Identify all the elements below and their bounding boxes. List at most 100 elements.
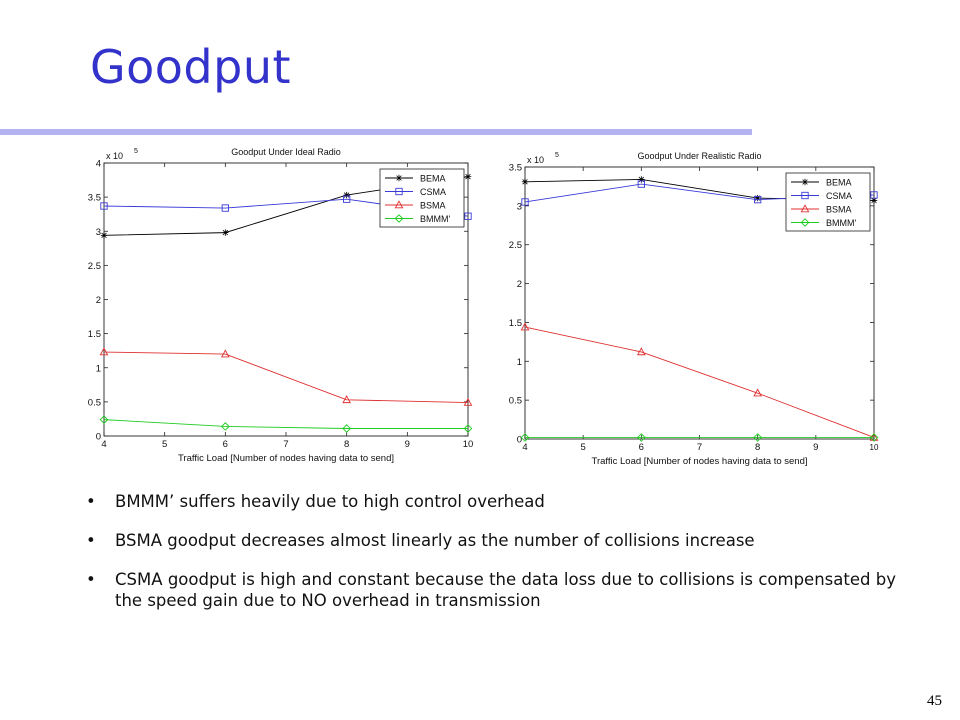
title-underline <box>0 129 752 135</box>
data-point <box>99 415 109 424</box>
legend-label: BMMM' <box>420 214 450 224</box>
x-tick-label: 9 <box>813 442 818 453</box>
data-point <box>342 424 352 433</box>
series-bmmm <box>520 433 879 442</box>
y-tick-label: 0 <box>517 435 522 446</box>
y-tick-label: 1 <box>96 363 101 374</box>
chart-svg: Goodput Under Ideal Radio 4 5 6 7 8 9 10 0 0.5 1 1.… <box>88 147 474 464</box>
y-axis-multiplier: x 10 <box>106 151 123 161</box>
goodput-ideal-radio-chart: Goodput Under Ideal Radio 4 5 6 7 8 9 10 0 0.5 1 1.… <box>86 137 488 468</box>
series-line <box>103 351 469 404</box>
series-bmmm <box>99 415 473 433</box>
chart-title: Goodput Under Ideal Radio <box>231 147 341 157</box>
data-point <box>343 191 350 199</box>
data-point <box>637 180 645 188</box>
y-tick-label: 3 <box>96 227 101 238</box>
legend-label: BSMA <box>826 205 852 215</box>
x-tick-label: 5 <box>162 439 167 450</box>
y-tick-label: 1 <box>517 357 522 368</box>
data-point <box>342 395 352 404</box>
y-tick-label: 2 <box>96 295 101 306</box>
bullet-list: BMMM’ suffers heavily due to high contro… <box>84 491 896 629</box>
data-point <box>870 197 878 204</box>
y-tick-label: 3.5 <box>88 193 101 204</box>
slide-title: Goodput <box>90 40 292 94</box>
data-point <box>464 212 472 220</box>
y-tick-label: 2.5 <box>88 261 101 272</box>
data-point <box>463 424 473 433</box>
goodput-realistic-radio-chart: Goodput Under Realistic Radio 4 5 6 7 8 9 10 0 0.… <box>490 139 890 471</box>
y-tick-label: 0.5 <box>88 397 101 408</box>
data-point <box>869 433 879 442</box>
series-line <box>524 326 875 438</box>
x-tick-label: 9 <box>405 439 410 450</box>
data-point <box>220 349 230 358</box>
legend: BEMA CSMA BSMA BMMM' <box>785 172 871 232</box>
data-point <box>636 433 646 442</box>
legend-label: BMMM' <box>826 218 856 228</box>
x-axis-label: Traffic Load [Number of nodes having dat… <box>592 456 808 467</box>
data-point <box>521 198 529 206</box>
legend-marker <box>800 204 810 213</box>
legend-marker <box>394 214 404 223</box>
y-tick-label: 3.5 <box>509 163 522 174</box>
x-axis-label: Traffic Load [Number of nodes having dat… <box>178 453 394 464</box>
x-tick-label: 4 <box>522 442 527 453</box>
data-point <box>870 191 878 199</box>
series-line <box>103 419 468 429</box>
y-tick-label: 1.5 <box>88 329 101 340</box>
data-point <box>520 433 530 442</box>
data-point <box>100 232 108 239</box>
legend-label: BSMA <box>420 201 446 211</box>
y-axis-multiplier: x 10 <box>527 155 544 165</box>
data-point <box>99 347 109 356</box>
y-tick-label: 0.5 <box>509 396 522 407</box>
data-point <box>753 433 763 442</box>
y-tick-label: 4 <box>96 159 101 170</box>
data-point <box>464 173 472 180</box>
data-point <box>521 178 529 185</box>
legend-marker <box>800 218 810 227</box>
x-tick-label: 6 <box>639 442 644 453</box>
y-axis-exponent: 5 <box>555 152 559 159</box>
legend-marker <box>394 200 404 209</box>
bullet-item: CSMA goodput is high and constant becaus… <box>84 569 896 611</box>
chart-title: Goodput Under Realistic Radio <box>637 151 761 161</box>
x-tick-label: 6 <box>223 439 228 450</box>
data-point <box>100 202 108 210</box>
data-point <box>220 422 230 431</box>
x-tick-label: 8 <box>344 439 349 450</box>
page-number: 45 <box>927 693 942 709</box>
chart-svg: Goodput Under Realistic Radio 4 5 6 7 8 9 10 0 0.… <box>509 151 879 467</box>
y-tick-label: 2 <box>517 279 522 290</box>
y-tick-label: 1.5 <box>509 318 522 329</box>
y-tick-label: 0 <box>96 432 101 443</box>
legend-marker <box>801 178 809 186</box>
data-point <box>520 322 530 331</box>
data-point <box>463 397 473 406</box>
x-tick-label: 10 <box>870 443 879 452</box>
x-tick-label: 7 <box>283 439 288 450</box>
y-tick-label: 3 <box>517 201 522 212</box>
data-point <box>753 388 763 397</box>
legend-label: BEMA <box>420 174 446 184</box>
y-tick-label: 2.5 <box>509 240 522 251</box>
x-tick-label: 7 <box>697 442 702 453</box>
data-point <box>636 347 646 356</box>
bullet-item: BSMA goodput decreases almost linearly a… <box>84 530 896 551</box>
data-point <box>222 229 229 236</box>
data-point <box>754 195 762 204</box>
legend-box <box>785 172 871 232</box>
x-tick-label: 4 <box>101 439 106 450</box>
data-point <box>869 432 879 441</box>
data-point <box>221 204 229 212</box>
series-bsma <box>520 322 879 441</box>
legend: BEMA CSMA BSMA BMMM' <box>379 168 465 228</box>
legend-marker <box>395 187 403 196</box>
data-point <box>754 194 761 202</box>
series-bsma <box>99 347 473 406</box>
data-point <box>343 195 351 203</box>
legend-label: BEMA <box>826 178 852 188</box>
legend-box <box>379 168 465 228</box>
x-tick-label: 8 <box>755 442 760 453</box>
